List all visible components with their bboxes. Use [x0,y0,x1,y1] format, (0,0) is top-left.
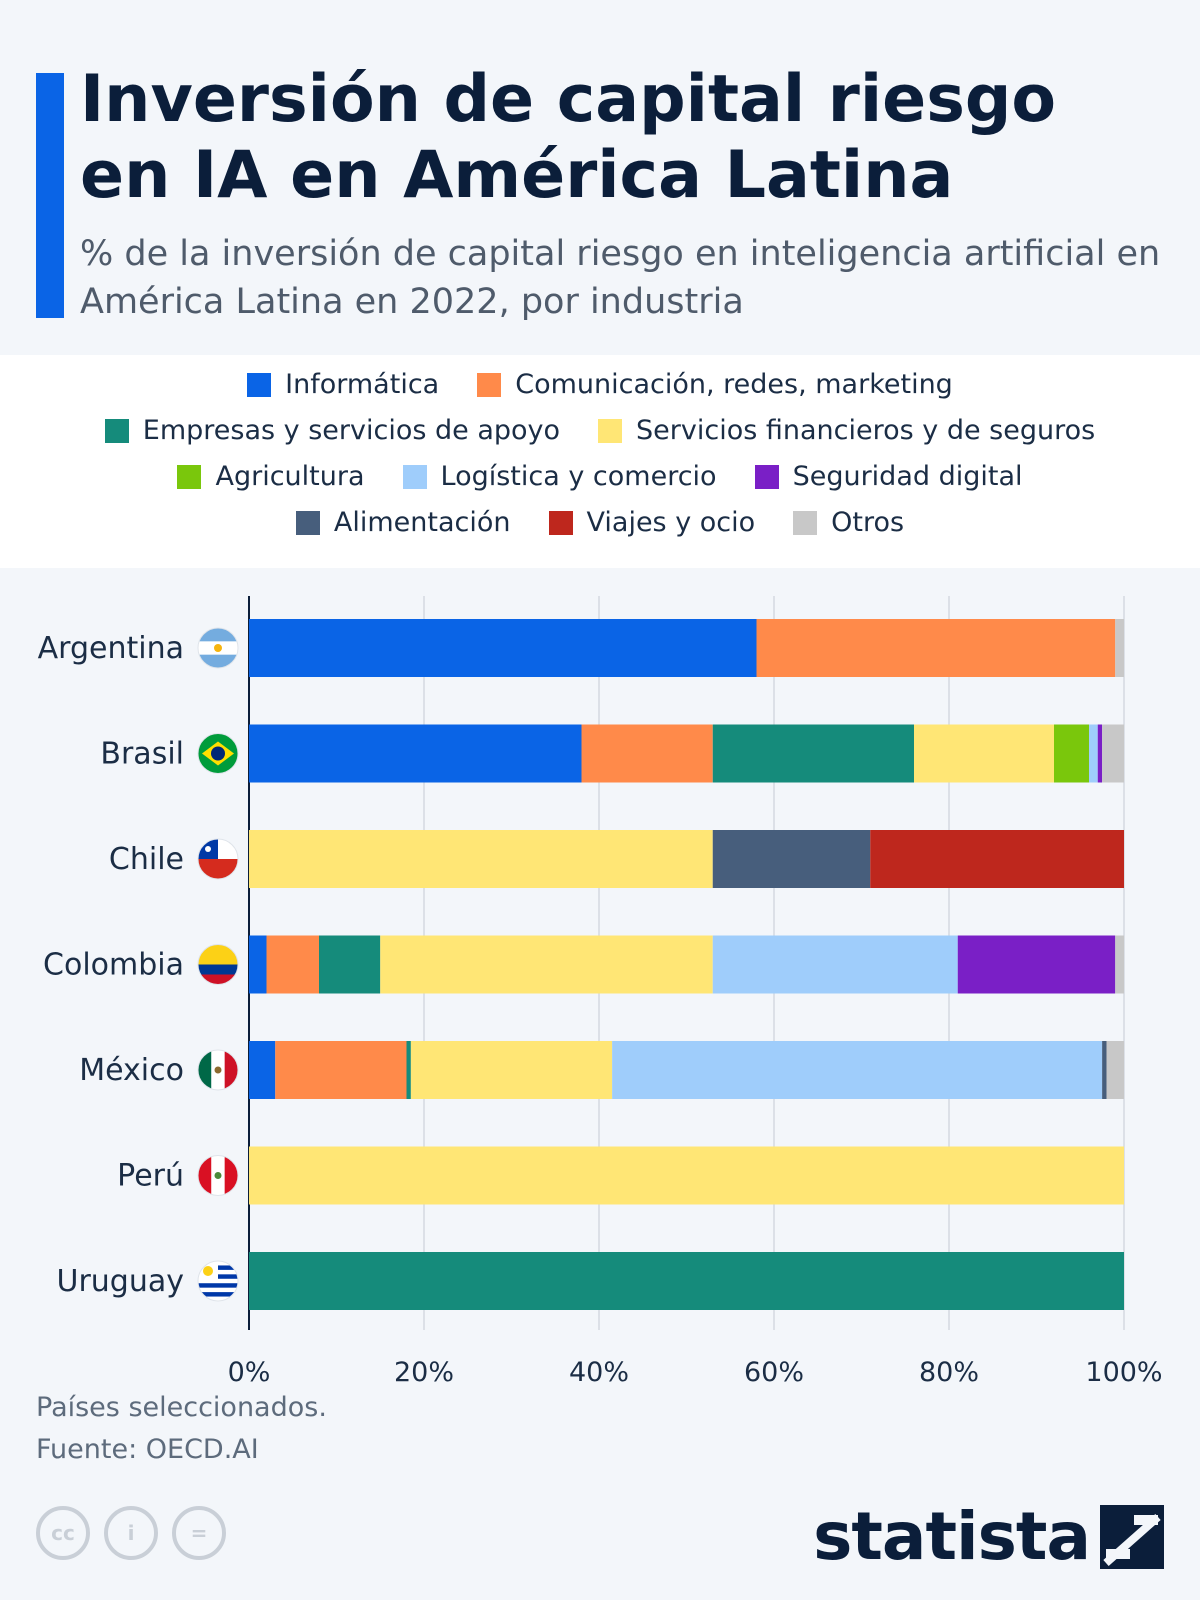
legend-label: Agricultura [215,461,365,492]
statista-logo[interactable]: statista [813,1498,1164,1575]
bar-segment[interactable] [249,619,757,677]
bar-segment[interactable] [1097,724,1103,783]
category-label: Colombia [43,948,184,983]
peru-flag-icon [197,1155,239,1196]
source-note: Fuente: OECD.AI [36,1434,259,1465]
x-tick-label: 100% [1085,1357,1162,1388]
bar-segment[interactable] [249,724,582,783]
bar-segment[interactable] [249,830,713,888]
legend-item-servicios-financieros: Servicios financieros y de seguros [598,415,1095,446]
bar-segment[interactable] [712,830,871,888]
legend-label: Comunicación, redes, marketing [515,369,953,400]
category-label: Brasil [100,737,184,772]
bar-segment[interactable] [1115,935,1124,994]
chile-flag-icon [197,838,239,880]
legend: Informática Comunicación, redes, marketi… [0,355,1200,568]
legend-item-informatica: Informática [247,369,439,400]
bar-segment[interactable] [266,935,320,994]
legend-item-seguridad: Seguridad digital [754,461,1023,492]
legend-swatch [104,418,129,443]
bar-segment[interactable] [870,830,1124,888]
bar-segment[interactable] [380,935,713,994]
uruguay-flag-icon [197,1260,239,1302]
bar-segment[interactable] [712,724,914,783]
legend-label: Seguridad digital [792,461,1023,492]
accent-bar [36,73,64,318]
category-label: Chile [109,842,184,877]
legend-swatch [402,464,427,489]
bar-segment[interactable] [249,1041,276,1099]
legend-row: Agricultura Logística y comercio Segurid… [0,461,1200,492]
legend-label: Informática [285,369,440,400]
legend-swatch [295,510,320,535]
legend-item-otros: Otros [793,507,904,538]
bar-segment[interactable] [1106,1041,1125,1099]
x-tick-label: 80% [919,1357,979,1388]
legend-swatch [793,510,818,535]
bar-segment[interactable] [275,1041,407,1099]
legend-item-agricultura: Agricultura [177,461,365,492]
chart-subtitle: % de la inversión de capital riesgo en i… [80,234,1161,322]
legend-label: Servicios financieros y de seguros [636,415,1096,446]
legend-swatch [754,464,779,489]
bar-segment[interactable] [957,935,1116,994]
bar-segment[interactable] [1089,724,1098,783]
bar-segment[interactable] [1102,1041,1107,1099]
chart-title: Inversión de capital riesgo en IA en Amé… [80,62,1057,213]
legend-label: Alimentación [333,507,511,538]
x-tick-label: 0% [228,1357,271,1388]
mexico-flag-icon [197,1049,239,1091]
legend-swatch [548,510,573,535]
statista-mark-icon [1100,1504,1164,1569]
bar-segment[interactable] [1054,724,1089,783]
statista-wordmark: statista [813,1498,1091,1575]
bar-segment[interactable] [319,935,381,994]
x-tick-label: 40% [569,1357,629,1388]
legend-swatch [477,372,502,397]
bar-segment[interactable] [249,1146,1124,1205]
legend-row: Alimentación Viajes y ocio Otros [0,507,1200,538]
legend-label: Logística y comercio [440,461,717,492]
license-icons: cc i = [36,1506,226,1560]
no-derivatives-icon[interactable]: = [172,1506,226,1560]
legend-label: Empresas y servicios de apoyo [142,415,561,446]
legend-item-comunicacion: Comunicación, redes, marketing [477,369,953,400]
category-label: Uruguay [57,1264,185,1299]
category-label: Argentina [38,631,184,666]
bar-segment[interactable] [1115,619,1124,677]
bar-segment[interactable] [249,935,267,994]
legend-row: Empresas y servicios de apoyo Servicios … [0,415,1200,446]
cc-icon[interactable]: cc [36,1506,90,1560]
argentina-flag-icon [197,627,239,669]
x-tick-label: 20% [394,1357,454,1388]
legend-swatch [247,372,272,397]
bar-segment[interactable] [1102,724,1124,783]
bar-segment[interactable] [914,724,1054,783]
legend-item-logistica: Logística y comercio [402,461,717,492]
bar-segment[interactable] [406,1041,411,1099]
bar-segment[interactable] [249,1252,1124,1310]
legend-row: Informática Comunicación, redes, marketi… [0,369,1200,400]
legend-item-alimentacion: Alimentación [295,507,511,538]
legend-swatch [598,418,623,443]
legend-item-empresas: Empresas y servicios de apoyo [104,415,561,446]
colombia-flag-icon [197,944,239,985]
bar-segment[interactable] [612,1041,1103,1099]
brazil-flag-icon [197,733,239,774]
legend-item-viajes: Viajes y ocio [548,507,756,538]
bar-segment[interactable] [581,724,713,783]
stacked-bar-chart: Argentina Brasil Chile Colombia México Perú Ur… [38,596,1163,1388]
legend-label: Otros [831,507,905,538]
footnote: Países seleccionados. [36,1392,327,1423]
attribution-icon[interactable]: i [104,1506,158,1560]
x-tick-label: 60% [744,1357,804,1388]
bar-segment[interactable] [410,1041,613,1099]
legend-swatch [177,464,202,489]
bar-segment[interactable] [756,619,1116,677]
legend-label: Viajes y ocio [586,507,756,538]
bar-segment[interactable] [712,935,958,994]
category-label: Perú [117,1159,184,1194]
category-label: México [79,1053,184,1088]
